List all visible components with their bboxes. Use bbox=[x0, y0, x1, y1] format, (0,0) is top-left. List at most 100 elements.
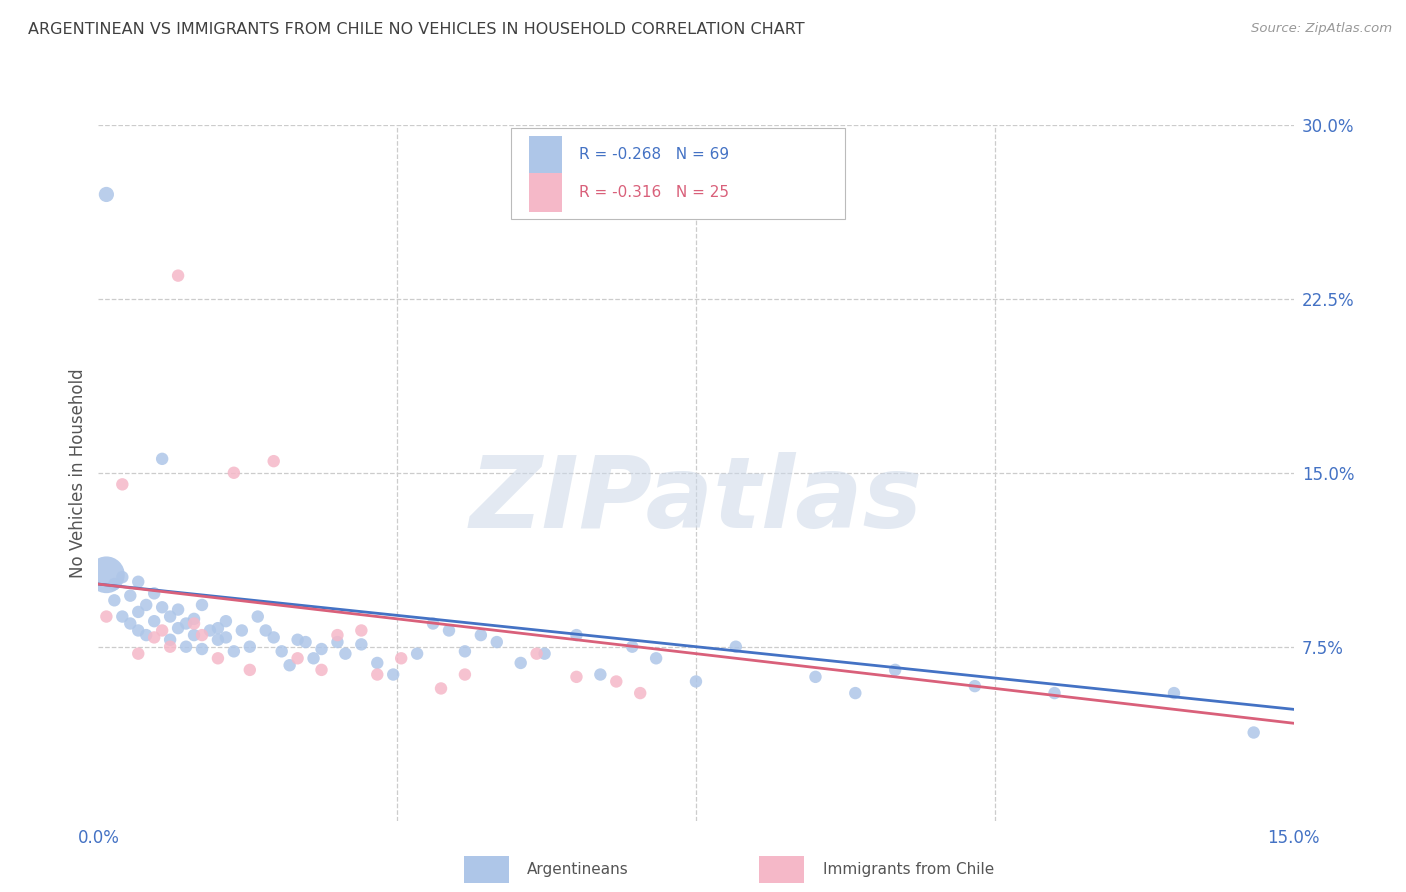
Text: R = -0.316   N = 25: R = -0.316 N = 25 bbox=[579, 185, 728, 200]
Point bbox=[270, 644, 292, 658]
Point bbox=[96, 609, 118, 624]
Point bbox=[406, 647, 429, 661]
Point bbox=[167, 602, 190, 616]
Point bbox=[127, 647, 149, 661]
Point bbox=[565, 670, 588, 684]
Point bbox=[111, 570, 134, 584]
Point bbox=[183, 612, 205, 626]
Point bbox=[207, 651, 229, 665]
Point bbox=[215, 614, 238, 628]
Text: Immigrants from Chile: Immigrants from Chile bbox=[823, 863, 994, 877]
Point bbox=[135, 628, 157, 642]
Point bbox=[191, 628, 214, 642]
Point bbox=[127, 605, 149, 619]
Point bbox=[183, 628, 205, 642]
Point bbox=[239, 640, 262, 654]
Point bbox=[366, 656, 388, 670]
Point bbox=[167, 268, 190, 283]
Point bbox=[143, 631, 166, 645]
Point bbox=[174, 640, 197, 654]
Point bbox=[174, 616, 197, 631]
Point bbox=[589, 667, 612, 681]
Point bbox=[143, 586, 166, 600]
Point bbox=[437, 624, 460, 638]
Point bbox=[645, 651, 668, 665]
Point bbox=[326, 628, 349, 642]
Point bbox=[278, 658, 301, 673]
FancyBboxPatch shape bbox=[510, 128, 845, 219]
Point bbox=[454, 667, 477, 681]
Point bbox=[454, 644, 477, 658]
Point bbox=[382, 667, 405, 681]
Point bbox=[565, 628, 588, 642]
Point bbox=[1163, 686, 1185, 700]
Point bbox=[207, 621, 229, 635]
Point bbox=[804, 670, 827, 684]
FancyBboxPatch shape bbox=[529, 173, 562, 211]
Point bbox=[150, 600, 173, 615]
Point bbox=[254, 624, 277, 638]
Point bbox=[246, 609, 269, 624]
Text: ZIPatlas: ZIPatlas bbox=[470, 452, 922, 549]
Point bbox=[198, 624, 221, 638]
Point bbox=[150, 624, 173, 638]
Point bbox=[884, 663, 907, 677]
Point bbox=[96, 567, 118, 582]
Point bbox=[111, 609, 134, 624]
Point bbox=[350, 624, 373, 638]
Point bbox=[621, 640, 644, 654]
Point bbox=[191, 642, 214, 657]
Point bbox=[335, 647, 357, 661]
Point bbox=[605, 674, 627, 689]
Point bbox=[263, 454, 285, 468]
Point bbox=[263, 631, 285, 645]
Point bbox=[222, 466, 245, 480]
Point bbox=[366, 667, 388, 681]
Text: R = -0.268   N = 69: R = -0.268 N = 69 bbox=[579, 147, 728, 162]
Point bbox=[311, 642, 333, 657]
Point bbox=[470, 628, 492, 642]
Point bbox=[143, 614, 166, 628]
Point bbox=[287, 632, 309, 647]
Point bbox=[207, 632, 229, 647]
Point bbox=[135, 598, 157, 612]
FancyBboxPatch shape bbox=[529, 136, 562, 174]
Y-axis label: No Vehicles in Household: No Vehicles in Household bbox=[69, 368, 87, 578]
Text: Argentineans: Argentineans bbox=[527, 863, 628, 877]
Point bbox=[239, 663, 262, 677]
Point bbox=[302, 651, 325, 665]
Point bbox=[127, 624, 149, 638]
Point bbox=[183, 616, 205, 631]
Point bbox=[1043, 686, 1066, 700]
Point bbox=[103, 577, 125, 591]
Point bbox=[96, 187, 118, 202]
Point bbox=[103, 593, 125, 607]
Point bbox=[215, 631, 238, 645]
Point bbox=[422, 616, 444, 631]
Text: Source: ZipAtlas.com: Source: ZipAtlas.com bbox=[1251, 22, 1392, 36]
Point bbox=[430, 681, 453, 696]
Point bbox=[526, 647, 548, 661]
Point bbox=[350, 637, 373, 651]
Point bbox=[485, 635, 508, 649]
Point bbox=[159, 609, 181, 624]
Point bbox=[287, 651, 309, 665]
Point bbox=[222, 644, 245, 658]
Point bbox=[685, 674, 707, 689]
Point bbox=[167, 621, 190, 635]
Point bbox=[509, 656, 531, 670]
Point bbox=[120, 589, 142, 603]
Text: ARGENTINEAN VS IMMIGRANTS FROM CHILE NO VEHICLES IN HOUSEHOLD CORRELATION CHART: ARGENTINEAN VS IMMIGRANTS FROM CHILE NO … bbox=[28, 22, 804, 37]
Point bbox=[963, 679, 986, 693]
Point bbox=[628, 686, 651, 700]
Point bbox=[150, 451, 173, 466]
Point bbox=[533, 647, 555, 661]
Point bbox=[159, 632, 181, 647]
Point bbox=[724, 640, 747, 654]
Point bbox=[326, 635, 349, 649]
Point bbox=[111, 477, 134, 491]
Point bbox=[191, 598, 214, 612]
Point bbox=[294, 635, 316, 649]
Point bbox=[389, 651, 412, 665]
Point bbox=[120, 616, 142, 631]
